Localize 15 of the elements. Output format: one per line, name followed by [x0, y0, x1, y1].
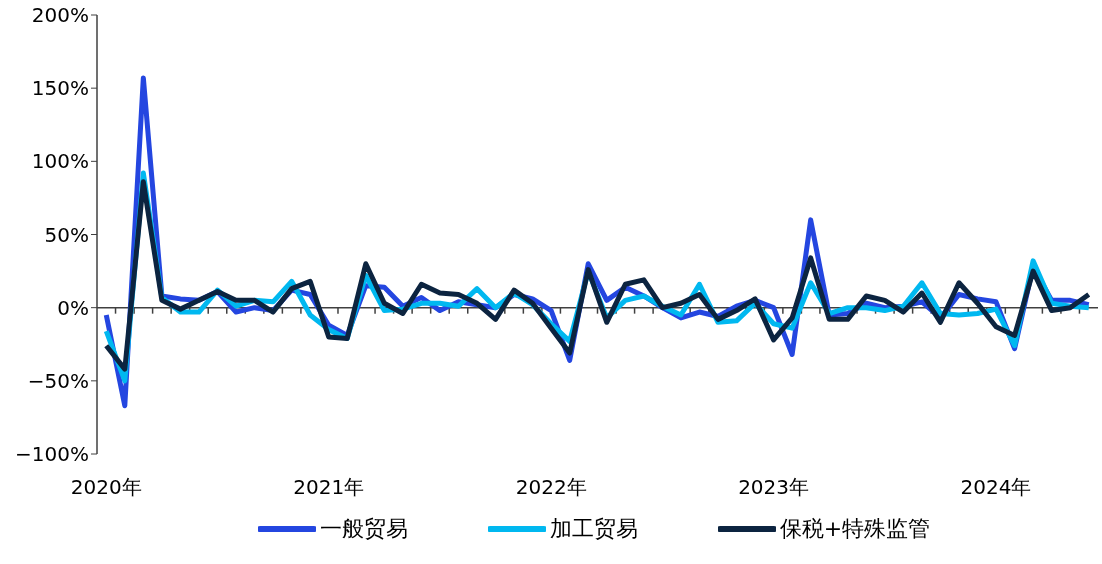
legend-label: 保税+特殊监管	[779, 515, 931, 543]
legend-label: 一般贸易	[319, 515, 408, 543]
y-tick-label: −100%	[15, 442, 89, 467]
y-tick-label: −50%	[27, 368, 89, 393]
x-tick-label: 2024年	[960, 475, 1032, 500]
x-tick-label: 2020年	[70, 475, 142, 500]
y-tick-label: 150%	[31, 76, 89, 101]
x-tick-label: 2023年	[738, 475, 810, 500]
y-tick-label: 200%	[31, 3, 89, 28]
y-tick-label: 50%	[44, 222, 89, 247]
y-tick-label: 0%	[57, 295, 89, 320]
x-tick-label: 2022年	[515, 475, 587, 500]
legend-label: 加工贸易	[549, 515, 638, 543]
x-tick-label: 2021年	[293, 475, 365, 500]
y-tick-label: 100%	[31, 149, 89, 174]
